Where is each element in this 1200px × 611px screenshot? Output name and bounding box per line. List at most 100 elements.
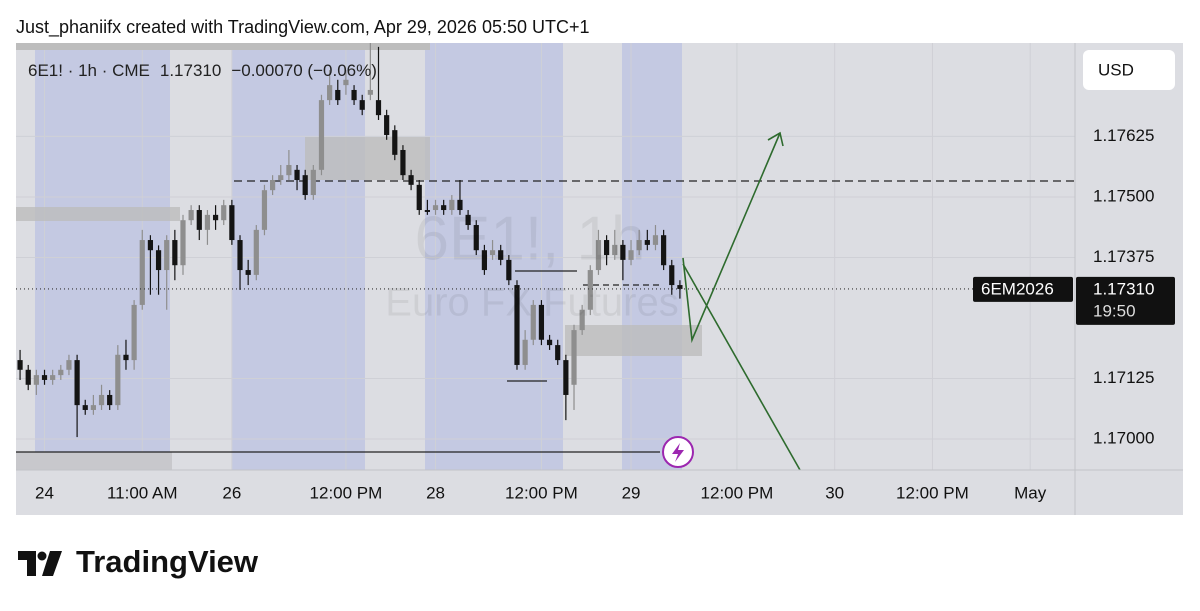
candle-body (25, 369, 31, 385)
legend-last: 1.17310 (160, 61, 221, 80)
x-tick-label: 30 (825, 483, 844, 502)
candle-body (677, 285, 683, 289)
candle-body (253, 229, 259, 275)
candle-body (441, 205, 447, 211)
x-tick-label: 28 (426, 483, 445, 502)
x-tick-label: 26 (222, 483, 241, 502)
candle-body (74, 360, 80, 406)
candle-body (473, 225, 479, 251)
candle-body (449, 199, 455, 211)
candle-body (212, 214, 219, 221)
grid (16, 43, 1075, 470)
candle-body (367, 89, 373, 95)
candle-body (164, 240, 170, 271)
watermark-description: Euro FX Futures (385, 281, 678, 325)
header-text: Just_phaniifx created with TradingView.c… (16, 17, 590, 38)
candle-body (90, 405, 96, 410)
candle-body (351, 89, 357, 101)
candle-body (50, 375, 56, 380)
last-price-label: 1.17310 (1093, 279, 1154, 298)
arrow-head (767, 131, 784, 147)
candle-body (139, 240, 145, 305)
candle-body (294, 169, 300, 181)
candles (17, 43, 683, 438)
candle-body (237, 240, 243, 271)
candle-body (286, 165, 292, 176)
session-band (35, 43, 170, 470)
countdown-label: 19:50 (1093, 301, 1136, 320)
zone-box (16, 43, 430, 50)
candle-body (603, 240, 610, 256)
candle-body (506, 259, 512, 281)
candle-body (335, 89, 341, 101)
candle-body (538, 304, 545, 340)
candle-body (620, 244, 626, 260)
x-tick-label: 29 (622, 483, 641, 502)
candle-body (245, 270, 251, 275)
candle-body (310, 169, 316, 196)
brand: TradingView (18, 544, 259, 579)
drawings (16, 43, 1075, 471)
candle-body (546, 339, 553, 346)
candle-body (522, 339, 528, 365)
session-band (232, 43, 365, 470)
candle-body (457, 199, 463, 211)
candle-body (571, 330, 577, 385)
x-tick-label: 12:00 PM (896, 483, 969, 502)
y-tick-label: 1.17000 (1093, 429, 1154, 448)
last-price-box (1076, 276, 1175, 325)
candle-body (628, 250, 634, 260)
session-band (425, 43, 563, 470)
symbol-tag-box (973, 276, 1073, 302)
candle-body (58, 369, 64, 376)
candle-body (180, 220, 186, 266)
candle-body (98, 394, 105, 406)
candle-body (408, 175, 414, 185)
candle-body (375, 100, 382, 116)
candle-body (261, 190, 268, 230)
candle-body (424, 210, 430, 212)
zone-box (16, 207, 180, 221)
currency-label[interactable]: USD (1098, 60, 1134, 79)
zone-box (16, 452, 172, 470)
x-tick-label: 12:00 PM (701, 483, 774, 502)
candle-body (669, 265, 675, 286)
candle-body (644, 240, 650, 245)
candle-body (278, 175, 284, 181)
candle-body (555, 345, 561, 361)
candle-body (498, 250, 504, 260)
candle-body (147, 240, 154, 251)
zone-box (305, 137, 430, 180)
candle-body (131, 304, 137, 361)
candle-body (612, 244, 618, 256)
y-tick-label: 1.17625 (1093, 126, 1154, 145)
candle-body (359, 100, 365, 110)
candle-body (563, 360, 569, 395)
candle-body (66, 360, 72, 370)
candle-body (229, 205, 235, 241)
candle-body (416, 184, 422, 211)
projection-down (682, 263, 801, 471)
candle-body (481, 250, 488, 271)
candle-body (302, 175, 308, 196)
candle-body (636, 240, 642, 251)
x-tick-label: May (1014, 483, 1047, 502)
candle-body (204, 214, 211, 230)
candle-body (465, 214, 471, 226)
candle-body (489, 250, 496, 256)
currency-button[interactable] (1083, 50, 1175, 90)
candle-body (514, 285, 520, 365)
candle-body (123, 354, 129, 361)
candle-body (587, 270, 593, 310)
candle-body (17, 360, 23, 370)
x-tick-label: 11:00 AM (107, 483, 178, 502)
candle-body (652, 235, 659, 245)
y-tick-label: 1.17500 (1093, 186, 1154, 205)
alert-bolt (672, 443, 684, 462)
legend-change: −0.00070 (−0.06%) (231, 61, 377, 80)
candle-body (384, 115, 390, 135)
candle-body (530, 304, 536, 340)
brand-logo-dot (37, 551, 47, 561)
